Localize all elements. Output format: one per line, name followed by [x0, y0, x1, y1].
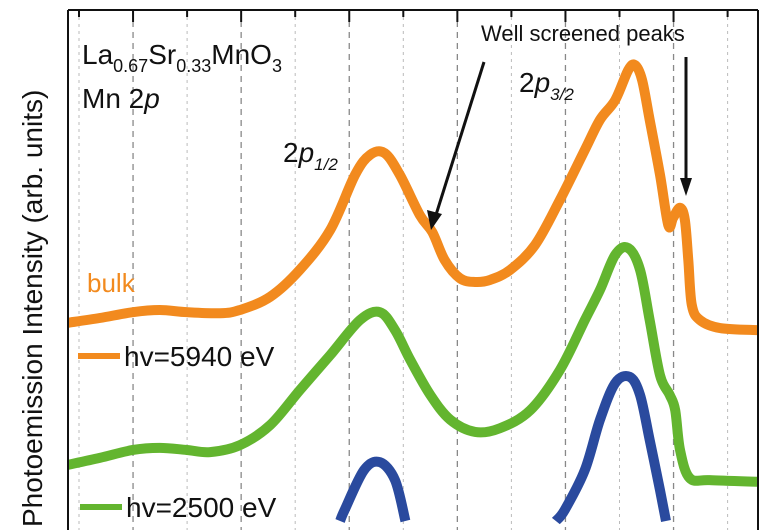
series-group — [66, 59, 759, 525]
compound-label: La0.67Sr0.33MnO3 — [82, 39, 282, 76]
series-line-2 — [335, 456, 411, 523]
peak-label-2p1-2: 2p1/2 — [283, 137, 338, 174]
series-line-0 — [67, 59, 759, 336]
core-level-label: Mn 2p — [82, 83, 160, 114]
series-line-1 — [66, 242, 759, 487]
arrow-left — [427, 61, 486, 230]
legend-entry-5940: hv=5940 eV — [78, 341, 275, 372]
legend-entry-2500: hv=2500 eV — [80, 492, 277, 523]
legend-label-2500: hv=2500 eV — [126, 492, 277, 523]
bulk-label: bulk — [87, 268, 136, 298]
arrow-right — [680, 57, 692, 196]
series-line-2 — [551, 371, 671, 525]
well-screened-annotation: Well screened peaks — [481, 21, 685, 46]
peak-label-2p3-2: 2p3/2 — [519, 67, 574, 104]
y-axis-label: Photoemission Intensity (arb. units) — [17, 90, 48, 527]
legend-label-5940: hv=5940 eV — [124, 341, 275, 372]
